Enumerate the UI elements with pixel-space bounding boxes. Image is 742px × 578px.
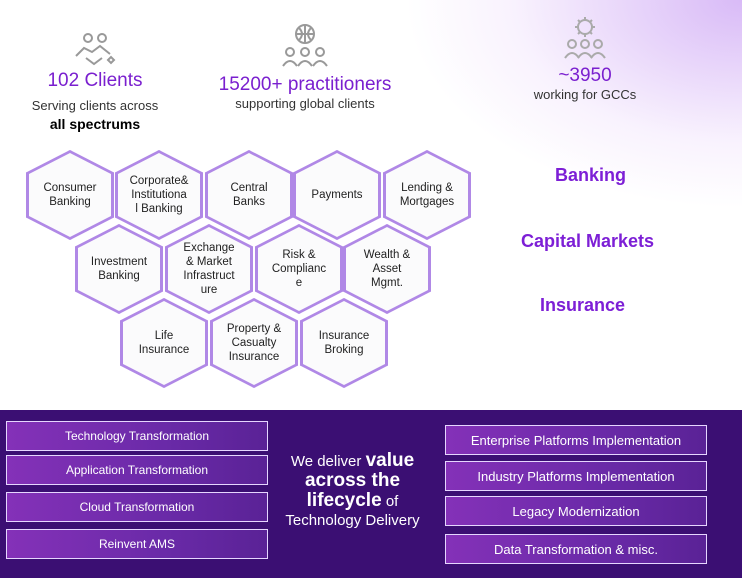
gcc-count: ~3950: [558, 65, 612, 86]
hex-insurance-broking: Insurance Broking: [300, 298, 388, 388]
tagline-post: of Technology Delivery: [285, 493, 420, 529]
global-people-icon: [282, 24, 328, 67]
gcc-caption: working for GCCs: [533, 87, 637, 102]
clients-caption: Serving clients across: [31, 98, 159, 113]
hex-exchange: Exchange & Market Infrastruct ure: [165, 224, 253, 314]
tagline-bold: value across the lifecycle: [304, 450, 415, 511]
hex-central-banks: Central Banks: [205, 150, 293, 240]
handshake-icon: [75, 33, 116, 66]
hex-property-casualty: Property & Casualty Insurance: [210, 298, 298, 388]
practitioners-count: 15200+ practitioners: [218, 74, 392, 95]
hex-wealth: Wealth & Asset Mgmt.: [343, 224, 431, 314]
tagline-pre: We deliver: [290, 453, 366, 470]
clients-count: 102 Clients: [47, 70, 143, 91]
hex-payments: Payments: [293, 150, 381, 240]
hex-corporate-banking: Corporate& Institutiona l Banking: [115, 150, 203, 240]
hex-investment-banking: Investment Banking: [75, 224, 163, 314]
sector-capital-markets: Capital Markets: [521, 231, 655, 251]
sector-insurance: Insurance: [540, 295, 626, 315]
service-enterprise-platforms: Enterprise Platforms Implementation: [445, 425, 707, 455]
clients-stat: 102 Clients Serving clients across all s…: [20, 30, 170, 132]
hex-lending: Lending & Mortgages: [383, 150, 471, 240]
tagline: We deliver value across the lifecycle of…: [270, 451, 435, 530]
service-reinvent-ams: Reinvent AMS: [6, 529, 268, 559]
service-cloud-transformation: Cloud Transformation: [6, 492, 268, 522]
service-industry-platforms: Industry Platforms Implementation: [445, 461, 707, 491]
practitioners-stat: 15200+ practitioners supporting global c…: [205, 22, 405, 111]
service-legacy-modernization: Legacy Modernization: [445, 496, 707, 526]
hex-life-insurance: Life Insurance: [120, 298, 208, 388]
service-application-transformation: Application Transformation: [6, 455, 268, 485]
service-technology-transformation: Technology Transformation: [6, 421, 268, 451]
gear-people-icon: [564, 17, 606, 59]
gcc-stat: ~3950 working for GCCs: [500, 15, 670, 102]
hex-risk: Risk & Complianc e: [255, 224, 343, 314]
hex-consumer-banking: Consumer Banking: [26, 150, 114, 240]
clients-caption-bold: all spectrums: [49, 116, 141, 132]
service-data-transformation: Data Transformation & misc.: [445, 534, 707, 564]
practitioners-caption: supporting global clients: [235, 96, 375, 111]
sector-banking: Banking: [555, 165, 627, 185]
